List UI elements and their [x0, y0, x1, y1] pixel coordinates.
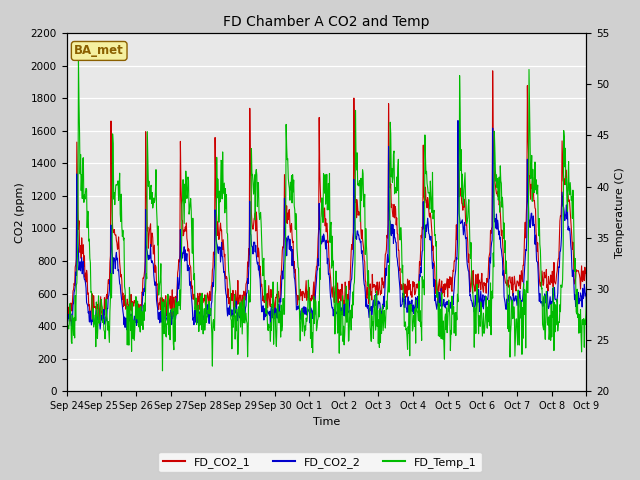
- X-axis label: Time: Time: [313, 417, 340, 427]
- Legend: FD_CO2_1, FD_CO2_2, FD_Temp_1: FD_CO2_1, FD_CO2_2, FD_Temp_1: [159, 452, 481, 472]
- Y-axis label: Temperature (C): Temperature (C): [615, 167, 625, 257]
- Title: FD Chamber A CO2 and Temp: FD Chamber A CO2 and Temp: [223, 15, 429, 29]
- Text: BA_met: BA_met: [74, 45, 124, 58]
- Y-axis label: CO2 (ppm): CO2 (ppm): [15, 182, 25, 242]
